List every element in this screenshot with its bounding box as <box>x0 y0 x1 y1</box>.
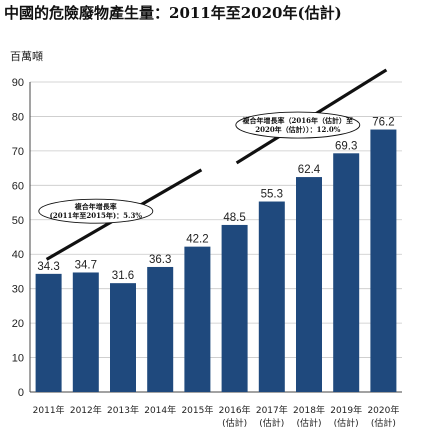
x-tick-label: 2016年 <box>219 404 251 416</box>
bar <box>296 177 322 392</box>
bar <box>110 283 136 392</box>
y-tick-label: 70 <box>12 146 24 158</box>
x-tick-label: 2013年 <box>107 404 139 416</box>
y-tick-label: 20 <box>12 318 24 330</box>
annotation-ellipse <box>38 198 154 224</box>
value-labels: 34.3 34.7 31.6 36.3 42.2 48.5 55.3 62.4 69.3 76.2 <box>37 117 394 283</box>
bar <box>184 246 211 392</box>
y-tick-label: 30 <box>12 284 24 296</box>
y-tick-label: 80 <box>12 111 24 123</box>
value-label: 48.5 <box>223 212 245 224</box>
annotation-text: (2011年至2015年)：5.3% <box>50 211 143 220</box>
value-label: 62.4 <box>298 164 321 176</box>
y-tick-label: 60 <box>12 180 24 192</box>
x-axis-labels: 2011年 2012年 2013年 2014年 2015年 2016年(估計)2017年(… <box>33 404 400 429</box>
y-tick-label: 90 <box>12 77 24 89</box>
value-label: 34.3 <box>37 261 59 273</box>
x-tick-label: 2015年 <box>181 404 213 416</box>
y-axis-unit-label: 百萬噸 <box>10 50 43 63</box>
annotation-text: 複合年增長率 <box>74 202 117 211</box>
bar <box>72 272 99 392</box>
chart-title: 中國的危險廢物產生量：2011年至2020年(估計) <box>4 4 342 22</box>
value-label: 42.2 <box>186 234 208 246</box>
annotation-text: 複合年增長率（2016年（估計）至 <box>242 116 353 125</box>
value-label: 31.6 <box>112 270 134 282</box>
value-label: 76.2 <box>372 117 394 129</box>
x-tick-label: (估計) <box>371 417 396 429</box>
value-label: 55.3 <box>261 189 283 201</box>
y-axis-ticks: 0 10 20 30 40 50 60 70 80 90 <box>12 77 24 399</box>
annotation-ellipse <box>235 111 361 139</box>
y-tick-label: 50 <box>12 215 24 227</box>
x-tick-label: 2017年 <box>256 404 288 416</box>
x-tick-label: 2011年 <box>33 404 65 416</box>
bar <box>370 129 397 393</box>
y-tick-label: 40 <box>12 249 24 261</box>
bar <box>258 201 285 392</box>
annotation-text: 2020年（估計））：12.0% <box>255 125 341 134</box>
x-tick-label: (估計) <box>296 417 321 429</box>
x-tick-label: 2020年 <box>367 404 399 416</box>
bar <box>221 224 248 392</box>
x-tick-label: (估計) <box>222 417 247 429</box>
x-tick-label: 2012年 <box>70 404 102 416</box>
bar <box>147 266 174 392</box>
x-tick-label: 2014年 <box>144 404 176 416</box>
bar <box>35 273 62 392</box>
value-label: 69.3 <box>335 140 357 152</box>
value-label: 36.3 <box>149 254 171 266</box>
bar <box>333 153 360 392</box>
x-tick-label: (估計) <box>259 417 284 429</box>
x-tick-label: 2018年 <box>293 404 325 416</box>
x-tick-label: (估計) <box>334 417 359 429</box>
bars <box>35 129 397 393</box>
annotations: 複合年增長率(2011年至2015年)：5.3% 複合年增長率（2016年（估計）… <box>38 111 361 224</box>
y-tick-label: 10 <box>12 353 24 365</box>
y-tick-label: 0 <box>18 387 24 399</box>
x-tick-label: 2019年 <box>330 404 362 416</box>
value-label: 34.7 <box>75 259 97 271</box>
